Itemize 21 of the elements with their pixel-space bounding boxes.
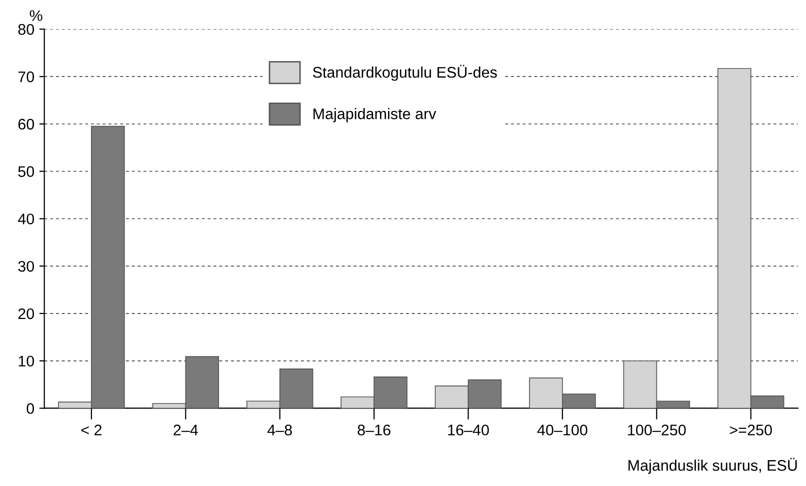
- y-tick-label: 70: [18, 71, 34, 82]
- x-axis-title: Majanduslik suurus, ESÜ: [628, 458, 797, 474]
- y-tick-label: 40: [18, 214, 34, 224]
- legend-label: Standardkogutulu ESÜ-des: [312, 64, 497, 81]
- y-tick-label: 80: [18, 24, 34, 35]
- x-tick-label: 8–16: [358, 424, 390, 436]
- x-tick-label: 100–250: [628, 424, 686, 436]
- x-tick-label: >=250: [730, 424, 772, 436]
- y-tick-label: 50: [18, 166, 34, 177]
- y-axis-title: %: [30, 10, 42, 21]
- x-tick-label: 16–40: [448, 424, 489, 436]
- y-tick-label: 10: [18, 356, 34, 367]
- y-tick-label: 0: [26, 403, 34, 414]
- x-tick-label: 4–8: [267, 424, 292, 436]
- x-tick-label: 40–100: [537, 424, 588, 436]
- y-tick-label: 20: [18, 308, 34, 320]
- legend-label: Majapidamiste arv: [314, 108, 436, 122]
- x-tick-label: < 2: [81, 424, 102, 436]
- y-tick-label: 60: [18, 118, 34, 130]
- x-tick-label: 2–4: [174, 424, 198, 436]
- y-tick-label: 30: [18, 260, 34, 272]
